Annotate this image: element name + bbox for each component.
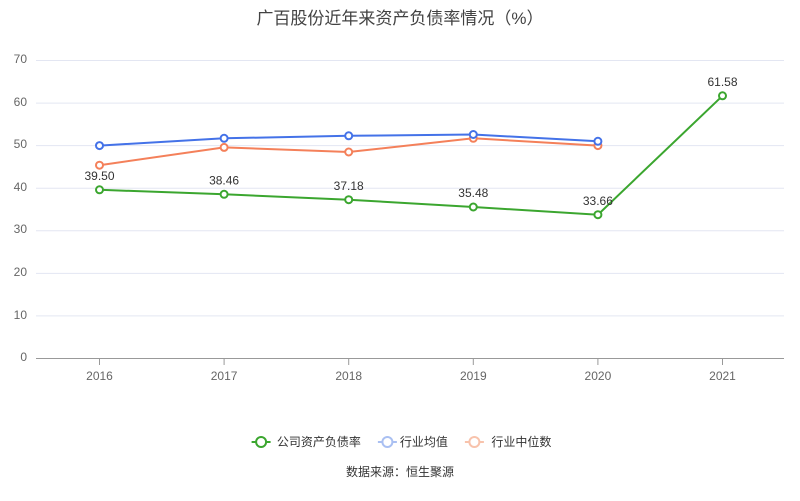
svg-text:2017: 2017 <box>211 369 238 383</box>
svg-text:行业均值: 行业均值 <box>400 434 448 449</box>
svg-text:20: 20 <box>14 265 28 279</box>
svg-text:公司资产负债率: 公司资产负债率 <box>277 434 361 449</box>
svg-text:2018: 2018 <box>335 369 362 383</box>
svg-text:30: 30 <box>14 222 28 236</box>
svg-text:2020: 2020 <box>585 369 612 383</box>
svg-text:2019: 2019 <box>460 369 487 383</box>
svg-text:40: 40 <box>14 180 28 194</box>
svg-text:70: 70 <box>14 52 28 66</box>
svg-text:2021: 2021 <box>709 369 736 383</box>
svg-text:0: 0 <box>20 350 27 364</box>
svg-text:61.58: 61.58 <box>707 75 737 89</box>
svg-text:10: 10 <box>14 308 28 322</box>
svg-text:39.50: 39.50 <box>84 169 114 183</box>
svg-text:33.66: 33.66 <box>583 194 613 208</box>
svg-text:60: 60 <box>14 95 28 109</box>
svg-text:35.48: 35.48 <box>458 186 488 200</box>
svg-text:行业中位数: 行业中位数 <box>491 434 551 449</box>
svg-text:38.46: 38.46 <box>209 174 239 188</box>
svg-text:2016: 2016 <box>86 369 113 383</box>
svg-text:50: 50 <box>14 137 28 151</box>
svg-text:37.18: 37.18 <box>334 179 364 193</box>
